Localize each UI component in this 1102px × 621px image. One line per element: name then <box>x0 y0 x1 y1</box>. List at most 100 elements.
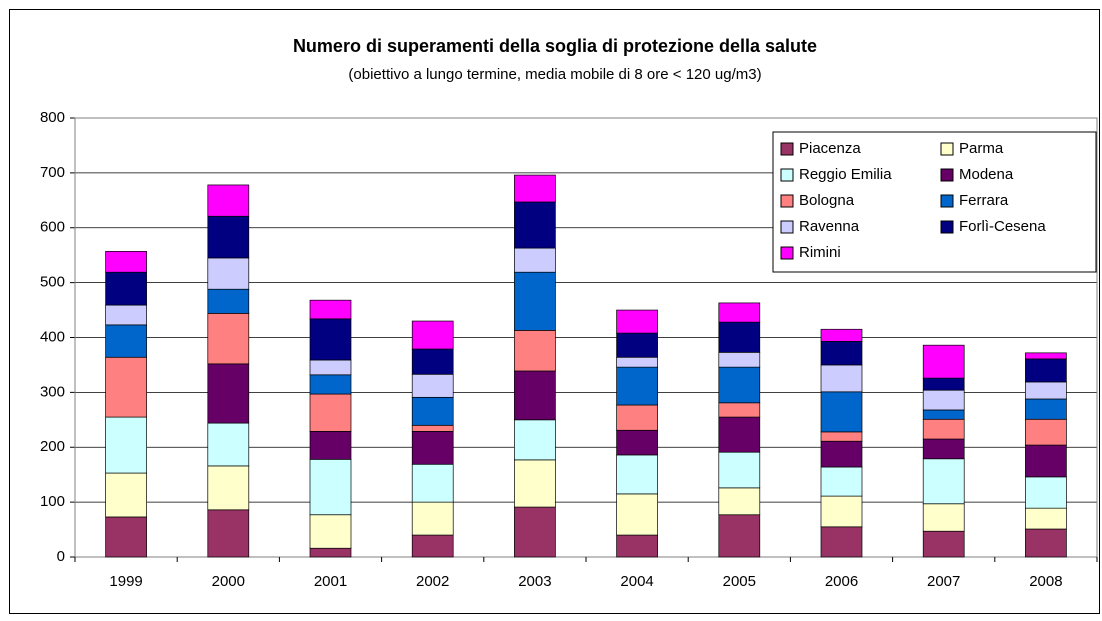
bar-segment <box>309 318 352 361</box>
legend-label: Modena <box>959 166 1014 183</box>
legend-swatch <box>780 220 794 234</box>
bar-segment <box>922 389 965 411</box>
bar-segment <box>207 313 250 365</box>
bar-segment <box>514 419 556 461</box>
x-tick-label: 2006 <box>825 573 858 590</box>
legend-swatch <box>940 168 954 182</box>
legend-swatch <box>940 142 954 156</box>
bar-segment <box>309 547 352 558</box>
legend-label: Rimini <box>799 244 841 261</box>
x-tick-label: 2000 <box>212 573 245 590</box>
bar-segment <box>514 459 556 508</box>
bar-segment <box>1025 507 1067 530</box>
bar-segment <box>411 424 454 432</box>
bar-segment <box>718 366 761 404</box>
bar-segment <box>820 440 863 468</box>
bar-segment <box>411 501 454 536</box>
bar-segment <box>411 373 454 398</box>
bar-segment <box>514 506 556 558</box>
bar-segment <box>105 324 147 358</box>
bar-segment <box>309 299 352 320</box>
bar-segment <box>616 366 658 406</box>
bar-segment <box>207 257 250 290</box>
x-tick-label: 2004 <box>620 573 653 590</box>
legend-label: Parma <box>959 140 1004 157</box>
bar-segment <box>1025 528 1067 558</box>
x-tick-label: 2002 <box>416 573 449 590</box>
bar-segment <box>105 472 147 518</box>
bar-segment <box>105 304 147 326</box>
legend-label: Ferrara <box>959 192 1009 209</box>
legend-swatch <box>780 246 794 260</box>
bar-segment <box>309 374 352 395</box>
bar-segment <box>207 215 250 259</box>
bar-segment <box>1025 398 1067 420</box>
bar-segment <box>207 422 250 467</box>
bar-segment <box>616 404 658 431</box>
legend-swatch <box>940 194 954 208</box>
bar-segment <box>1025 352 1067 360</box>
bar-segment <box>514 247 556 273</box>
bar-segment <box>820 495 863 528</box>
x-tick-label: 2008 <box>1029 573 1062 590</box>
y-tick-label: 500 <box>40 274 65 291</box>
legend-box <box>772 131 1097 273</box>
bar-segment <box>309 514 352 549</box>
chart-subtitle: (obiettivo a lungo termine, media mobile… <box>348 66 761 83</box>
bar-segment <box>105 416 147 474</box>
bar-segment <box>411 534 454 558</box>
bar-segment <box>411 430 454 465</box>
bar-segment <box>718 416 761 453</box>
bar-segment <box>820 526 863 558</box>
bar-segment <box>820 364 863 393</box>
bar-segment <box>207 184 250 217</box>
bar-segment <box>514 370 556 421</box>
legend-swatch <box>780 194 794 208</box>
y-tick-label: 0 <box>57 548 65 565</box>
x-tick-label: 2005 <box>723 573 756 590</box>
bar-segment <box>718 351 761 368</box>
bar-segment <box>922 530 965 558</box>
bar-segment <box>718 514 761 558</box>
bar-segment <box>411 348 454 375</box>
bar-segment <box>1025 444 1067 478</box>
bar-segment <box>105 356 147 418</box>
legend-label: Bologna <box>799 192 855 209</box>
bar-segment <box>1025 381 1067 400</box>
bar-segment <box>309 393 352 432</box>
bar-segment <box>105 271 147 306</box>
bar-segment <box>820 340 863 366</box>
legend-swatch <box>780 168 794 182</box>
bar-segment <box>616 534 658 558</box>
legend-label: Reggio Emilia <box>799 166 892 183</box>
bar-segment <box>718 321 761 353</box>
bar-segment <box>718 302 761 323</box>
bar-segment <box>1025 418 1067 446</box>
bar-segment <box>105 250 147 273</box>
bar-segment <box>616 356 658 368</box>
y-tick-label: 700 <box>40 164 65 181</box>
bar-segment <box>922 503 965 532</box>
bar-segment <box>514 330 556 372</box>
bar-segment <box>411 396 454 426</box>
bar-segment <box>616 309 658 334</box>
bar-segment <box>820 328 863 342</box>
y-tick-label: 300 <box>40 383 65 400</box>
bar-segment <box>616 454 658 495</box>
legend-label: Forlì-Cesena <box>959 218 1046 235</box>
bar-segment <box>616 332 658 358</box>
y-tick-label: 400 <box>40 328 65 345</box>
bar-segment <box>207 465 250 511</box>
bar-segment <box>922 438 965 460</box>
y-tick-label: 800 <box>40 109 65 126</box>
x-tick-label: 2001 <box>314 573 347 590</box>
bar-segment <box>922 344 965 379</box>
bar-segment <box>514 201 556 249</box>
bar-segment <box>514 271 556 331</box>
bar-segment <box>922 418 965 440</box>
legend-label: Piacenza <box>799 140 861 157</box>
chart-title: Numero di superamenti della soglia di pr… <box>293 36 817 56</box>
y-tick-label: 600 <box>40 219 65 236</box>
bar-segment <box>820 431 863 442</box>
